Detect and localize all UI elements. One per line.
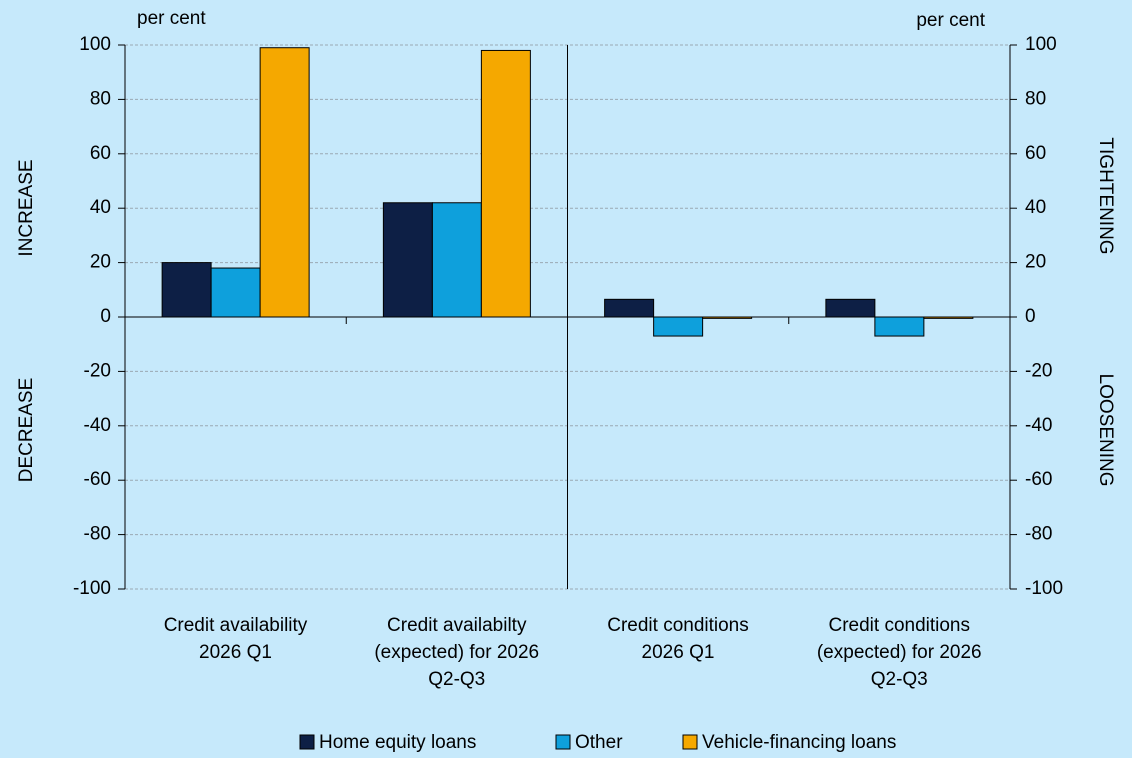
y-tick-label: -100 bbox=[73, 578, 111, 599]
y2-tick-label: -60 bbox=[1025, 469, 1052, 490]
y-tick-label: -40 bbox=[84, 415, 111, 436]
bar bbox=[480, 49, 531, 318]
y2-tick-label: 20 bbox=[1025, 252, 1046, 273]
y-tick-label: 80 bbox=[90, 88, 111, 109]
x-tick-label: Credit availability 2026 Q1 bbox=[163, 615, 308, 663]
legend-label: Vehicle-financing loans bbox=[702, 732, 896, 753]
y2-tick-label: 0 bbox=[1025, 306, 1036, 327]
y2-tick-label: 40 bbox=[1025, 197, 1046, 218]
y-tick-label: 100 bbox=[79, 34, 111, 55]
y-tick-label: -20 bbox=[84, 360, 111, 381]
y-axis-label: per cent bbox=[137, 8, 206, 29]
bar bbox=[210, 267, 261, 318]
x-tick-label: Credit availabilty (expected) for 2026 Q… bbox=[374, 615, 540, 690]
legend-label: Home equity loans bbox=[319, 732, 476, 753]
y2-tick-label: 100 bbox=[1025, 34, 1057, 55]
x-tick-label: Credit conditions (expected) for 2026 Q2… bbox=[816, 615, 982, 690]
bar bbox=[161, 262, 212, 318]
legend-swatch bbox=[555, 734, 571, 750]
bar bbox=[653, 316, 704, 337]
y-tick-label: -60 bbox=[84, 469, 111, 490]
annotation: TIGHTENING bbox=[1095, 137, 1116, 254]
y-tick-label: 0 bbox=[100, 306, 111, 327]
bar bbox=[431, 202, 482, 318]
y2-tick-label: 80 bbox=[1025, 88, 1046, 109]
x-tick-label: Credit conditions 2026 Q1 bbox=[607, 615, 749, 663]
y-tick-label: -80 bbox=[84, 524, 111, 545]
annotation: DECREASE bbox=[16, 378, 37, 483]
bar bbox=[874, 316, 925, 337]
legend-swatch bbox=[682, 734, 698, 750]
bar bbox=[604, 298, 655, 318]
y-tick-label: 40 bbox=[90, 197, 111, 218]
bar bbox=[382, 202, 433, 318]
bar bbox=[825, 298, 876, 318]
y-tick-label: 60 bbox=[90, 143, 111, 164]
y2-tick-label: -40 bbox=[1025, 415, 1052, 436]
y2-tick-label: 60 bbox=[1025, 143, 1046, 164]
y2-tick-label: -20 bbox=[1025, 360, 1052, 381]
y2-tick-label: -80 bbox=[1025, 524, 1052, 545]
y-tick-label: 20 bbox=[90, 252, 111, 273]
legend-swatch bbox=[299, 734, 315, 750]
y2-axis-label: per cent bbox=[916, 10, 985, 31]
y2-tick-label: -100 bbox=[1025, 578, 1063, 599]
legend-label: Other bbox=[575, 732, 623, 753]
bar bbox=[259, 47, 310, 318]
annotation: LOOSENING bbox=[1095, 374, 1116, 487]
annotation: INCREASE bbox=[16, 159, 37, 256]
